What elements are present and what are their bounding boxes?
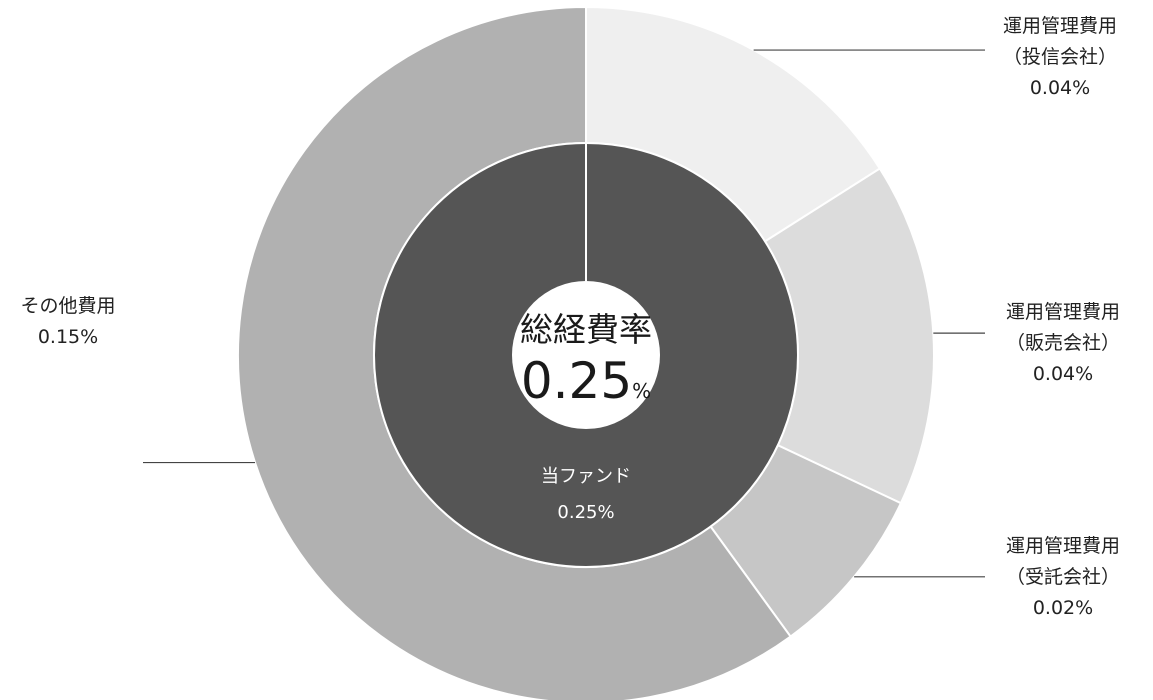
outer-label-other-expenses: その他費用: [20, 295, 115, 317]
outer-value-distributor: 0.04%: [1033, 363, 1093, 385]
outer-label-trustee: 運用管理費用: [1006, 535, 1120, 557]
outer-value-trustee: 0.02%: [1033, 597, 1093, 619]
outer-label-trust-company: （投信会社）: [1003, 46, 1117, 68]
outer-label-trustee: （受託会社）: [1006, 566, 1120, 588]
outer-labels: 運用管理費用 （投信会社） 0.04% 運用管理費用 （販売会社） 0.04% 運用管理費用…: [20, 15, 1120, 619]
outer-label-distributor: 運用管理費用: [1006, 301, 1120, 323]
center-circle: [512, 281, 660, 429]
leader-lines: [143, 49, 985, 578]
center-value: 0.25: [521, 352, 632, 410]
outer-value-trust-company: 0.04%: [1030, 77, 1090, 99]
inner-slice-label: 当ファンド: [541, 466, 631, 487]
center-value-group: 0.25%: [521, 352, 651, 410]
inner-slice-value: 0.25%: [557, 502, 614, 523]
center-title: 総経費率: [520, 310, 652, 349]
outer-label-trust-company: 運用管理費用: [1003, 15, 1117, 37]
center-unit: %: [632, 379, 651, 403]
outer-value-other-expenses: 0.15%: [38, 326, 98, 348]
outer-label-distributor: （販売会社）: [1006, 332, 1120, 354]
outer-ring: [237, 5, 935, 700]
